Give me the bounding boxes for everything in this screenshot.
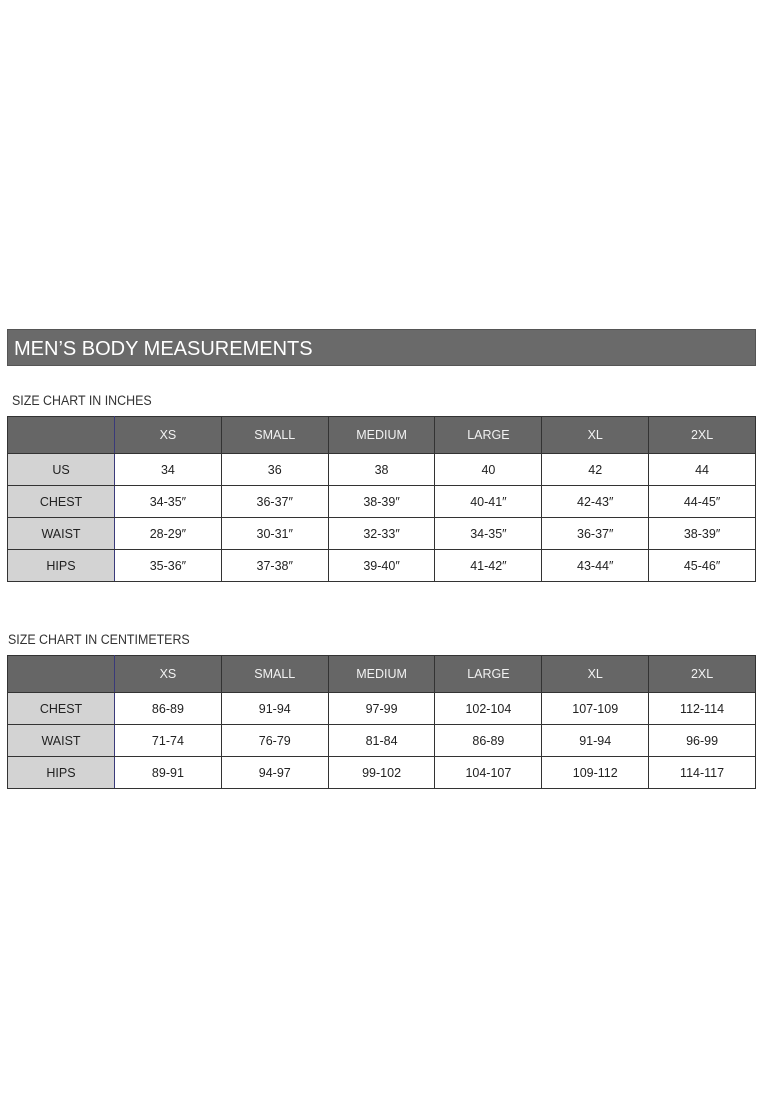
table-cell: 99-102	[327, 756, 436, 789]
table-cell: 45-46″	[648, 549, 756, 582]
table-cell: 109-112	[541, 756, 650, 789]
table-row: WAIST 28-29″ 30-31″ 32-33″ 34-35″ 36-37″ 38-39…	[7, 517, 756, 550]
table-cell: 36-37″	[541, 517, 650, 550]
column-header: SMALL	[220, 416, 329, 454]
table-cell: 32-33″	[327, 517, 436, 550]
table-cell: 34-35″	[114, 485, 222, 518]
table-cell: 44-45″	[648, 485, 756, 518]
table-cell: 40-41″	[434, 485, 543, 518]
cm-size-table: XS SMALL MEDIUM LARGE XL 2XL CHEST 86-89 91-94 97…	[7, 655, 756, 789]
inches-section-label: SIZE CHART IN INCHES	[12, 393, 152, 408]
column-header	[7, 416, 115, 454]
header-row: XS SMALL MEDIUM LARGE XL 2XL	[7, 416, 756, 454]
table-cell: 34	[114, 453, 222, 486]
table-cell: 40	[434, 453, 543, 486]
table-cell: 38-39″	[648, 517, 756, 550]
table-cell: 94-97	[220, 756, 329, 789]
row-header: CHEST	[7, 485, 115, 518]
row-header: US	[7, 453, 115, 486]
column-header: 2XL	[648, 416, 756, 454]
column-header: XL	[541, 655, 650, 693]
table-cell: 102-104	[434, 692, 543, 725]
table-cell: 112-114	[648, 692, 756, 725]
column-header: MEDIUM	[327, 655, 436, 693]
table-cell: 107-109	[541, 692, 650, 725]
row-header: HIPS	[7, 549, 115, 582]
table-cell: 91-94	[541, 724, 650, 757]
row-header: WAIST	[7, 517, 115, 550]
table-row: US 34 36 38 40 42 44	[7, 453, 756, 486]
header-row: XS SMALL MEDIUM LARGE XL 2XL	[7, 655, 756, 693]
table-cell: 35-36″	[114, 549, 222, 582]
table-cell: 37-38″	[220, 549, 329, 582]
table-cell: 42	[541, 453, 650, 486]
table-cell: 38	[327, 453, 436, 486]
column-header: XL	[541, 416, 650, 454]
column-header: 2XL	[648, 655, 756, 693]
table-cell: 38-39″	[327, 485, 436, 518]
table-cell: 89-91	[114, 756, 222, 789]
table-cell: 41-42″	[434, 549, 543, 582]
column-header: SMALL	[220, 655, 329, 693]
table-cell: 36-37″	[220, 485, 329, 518]
cm-section-label: SIZE CHART IN CENTIMETERS	[8, 632, 190, 647]
table-cell: 96-99	[648, 724, 756, 757]
column-header: XS	[114, 655, 222, 693]
column-header	[7, 655, 115, 693]
table-row: HIPS 89-91 94-97 99-102 104-107 109-112 114-11…	[7, 756, 756, 789]
table-cell: 34-35″	[434, 517, 543, 550]
table-cell: 43-44″	[541, 549, 650, 582]
table-cell: 36	[220, 453, 329, 486]
table-cell: 71-74	[114, 724, 222, 757]
row-header: CHEST	[7, 692, 115, 725]
table-cell: 104-107	[434, 756, 543, 789]
table-cell: 44	[648, 453, 756, 486]
table-row: WAIST 71-74 76-79 81-84 86-89 91-94 96-99	[7, 724, 756, 757]
table-row: CHEST 86-89 91-94 97-99 102-104 107-109 112-11…	[7, 692, 756, 725]
row-header: HIPS	[7, 756, 115, 789]
table-cell: 91-94	[220, 692, 329, 725]
table-row: CHEST 34-35″ 36-37″ 38-39″ 40-41″ 42-43″ 44-45…	[7, 485, 756, 518]
row-header: WAIST	[7, 724, 115, 757]
table-cell: 81-84	[327, 724, 436, 757]
page-title: MEN’S BODY MEASUREMENTS	[7, 329, 756, 366]
inches-size-table: XS SMALL MEDIUM LARGE XL 2XL US 34 36 38 40 42 44 CHE…	[7, 416, 756, 582]
table-cell: 30-31″	[220, 517, 329, 550]
column-header: LARGE	[434, 655, 543, 693]
column-header: XS	[114, 416, 222, 454]
table-cell: 86-89	[114, 692, 222, 725]
table-cell: 114-117	[648, 756, 756, 789]
table-cell: 28-29″	[114, 517, 222, 550]
table-cell: 39-40″	[327, 549, 436, 582]
table-row: HIPS 35-36″ 37-38″ 39-40″ 41-42″ 43-44″ 45-46″	[7, 549, 756, 582]
table-cell: 86-89	[434, 724, 543, 757]
column-header: MEDIUM	[327, 416, 436, 454]
column-header: LARGE	[434, 416, 543, 454]
table-cell: 76-79	[220, 724, 329, 757]
table-cell: 97-99	[327, 692, 436, 725]
table-cell: 42-43″	[541, 485, 650, 518]
